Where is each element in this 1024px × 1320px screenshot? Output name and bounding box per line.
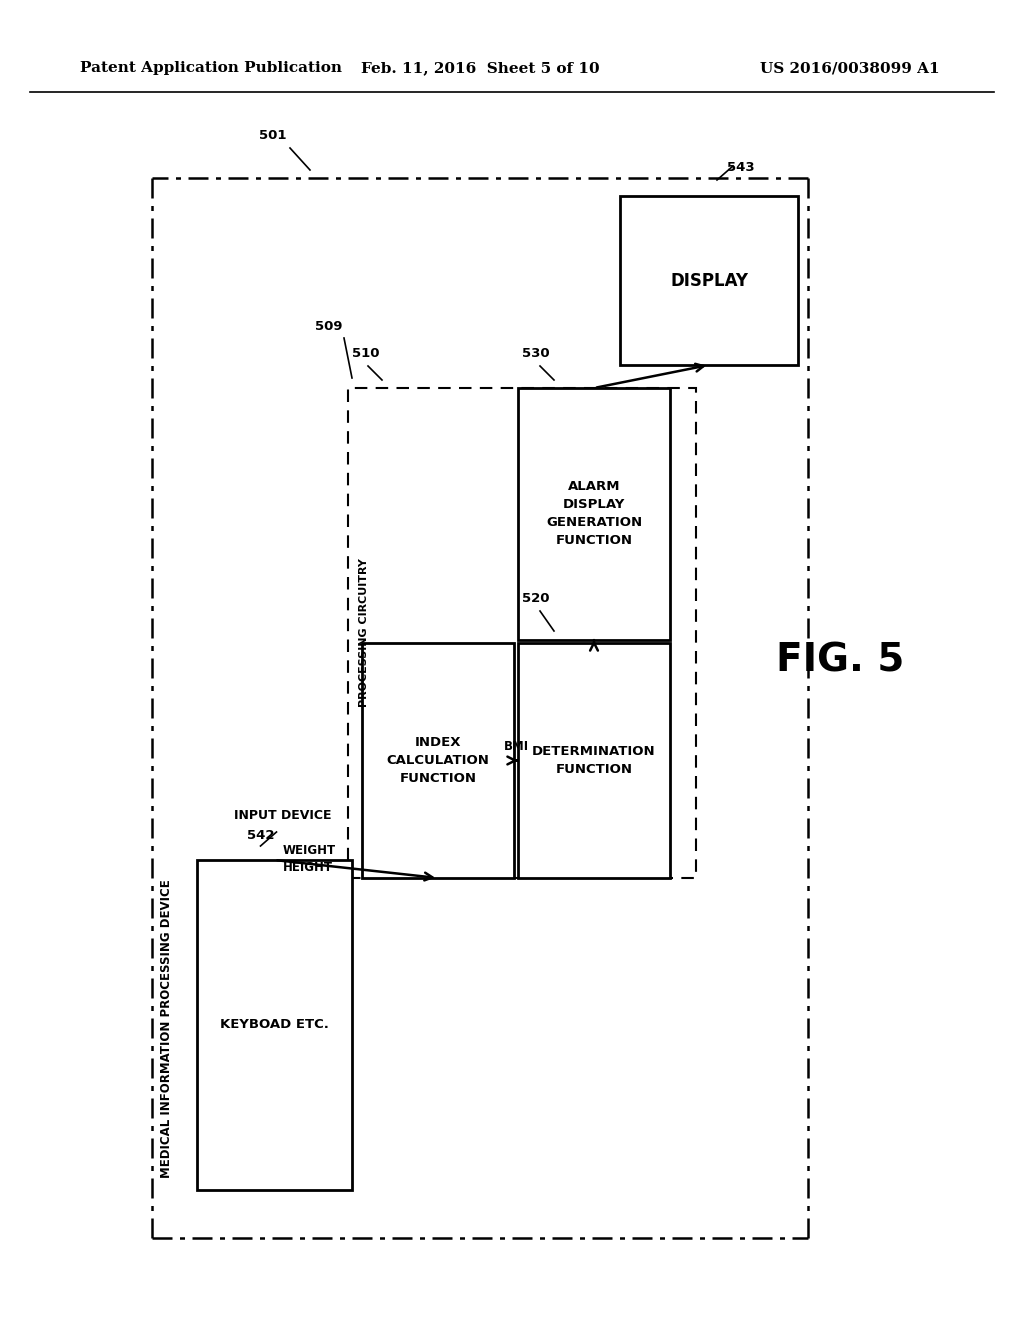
Text: ALARM
DISPLAY
GENERATION
FUNCTION: ALARM DISPLAY GENERATION FUNCTION <box>546 480 642 548</box>
Text: Feb. 11, 2016  Sheet 5 of 10: Feb. 11, 2016 Sheet 5 of 10 <box>360 61 599 75</box>
Text: WEIGHT
HEIGHT: WEIGHT HEIGHT <box>283 843 336 874</box>
Text: MEDICAL INFORMATION PROCESSING DEVICE: MEDICAL INFORMATION PROCESSING DEVICE <box>160 879 172 1177</box>
Text: PROCESSING CIRCUITRY: PROCESSING CIRCUITRY <box>359 558 369 708</box>
Text: 510: 510 <box>352 347 380 360</box>
Text: DETERMINATION
FUNCTION: DETERMINATION FUNCTION <box>532 744 655 776</box>
Text: Patent Application Publication: Patent Application Publication <box>80 61 342 75</box>
Bar <box>197 861 352 1191</box>
Text: FIG. 5: FIG. 5 <box>776 642 904 678</box>
Text: BMI: BMI <box>504 739 528 752</box>
Text: 530: 530 <box>522 347 550 360</box>
Text: KEYBOAD ETC.: KEYBOAD ETC. <box>220 1019 329 1031</box>
Text: DISPLAY: DISPLAY <box>670 272 748 289</box>
Bar <box>348 388 696 878</box>
Text: 543: 543 <box>727 161 755 174</box>
Bar <box>620 195 798 366</box>
Text: INPUT DEVICE: INPUT DEVICE <box>233 809 331 822</box>
Bar <box>362 643 514 878</box>
Text: US 2016/0038099 A1: US 2016/0038099 A1 <box>761 61 940 75</box>
Text: 520: 520 <box>522 591 550 605</box>
Text: INDEX
CALCULATION
FUNCTION: INDEX CALCULATION FUNCTION <box>387 737 489 785</box>
Text: 509: 509 <box>314 319 342 333</box>
Text: 501: 501 <box>258 129 286 143</box>
Text: 542: 542 <box>247 829 274 842</box>
Bar <box>518 388 670 640</box>
Bar <box>518 643 670 878</box>
